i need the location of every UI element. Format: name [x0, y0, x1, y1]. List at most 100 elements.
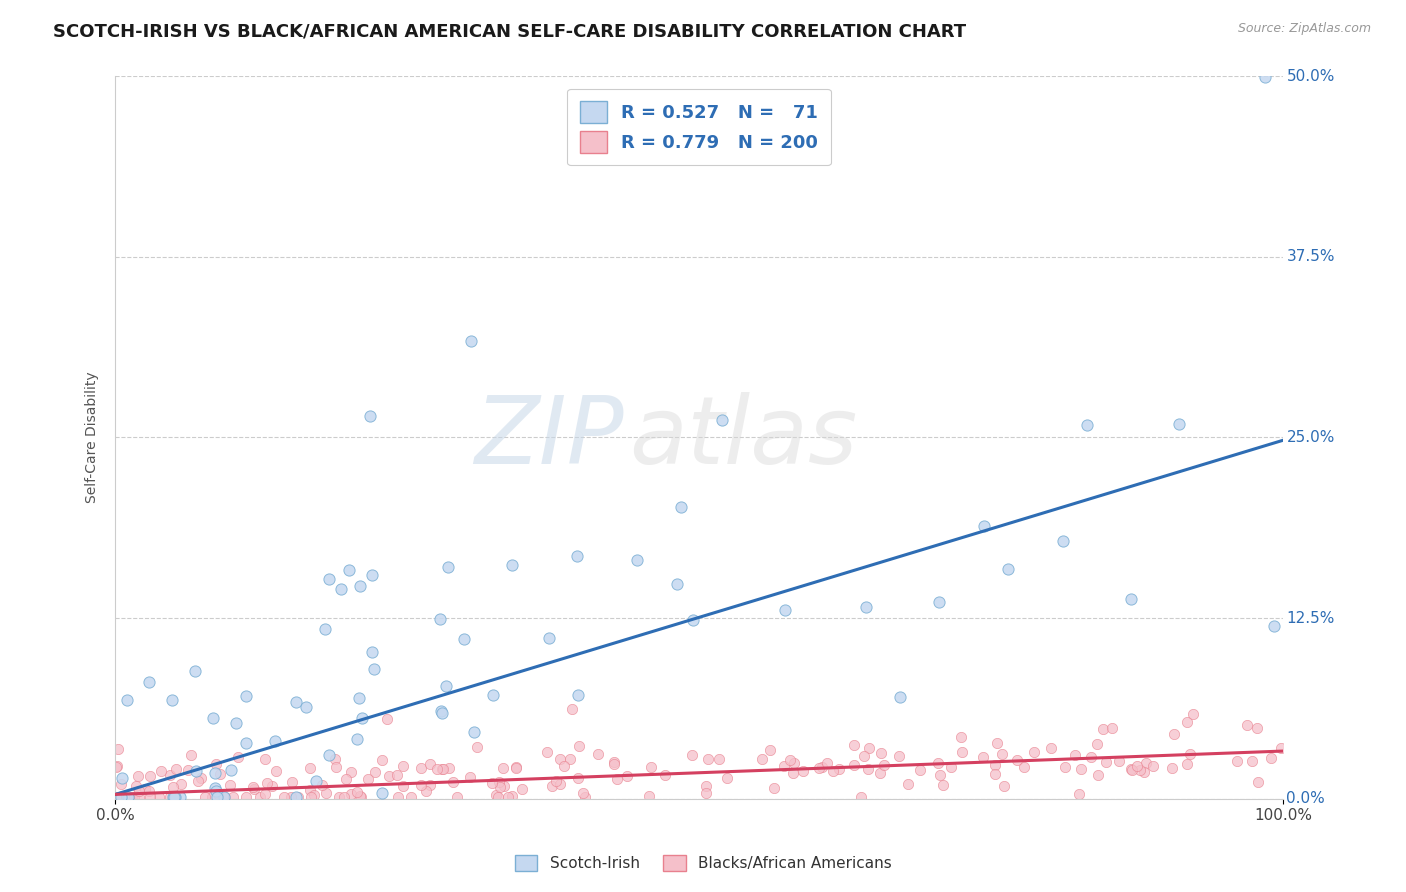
Text: atlas: atlas [628, 392, 858, 483]
Point [371, 753, 394, 767]
Point [512, 781, 534, 796]
Point [432, 763, 454, 777]
Point [1226, 755, 1249, 769]
Point [311, 778, 333, 792]
Point [492, 779, 515, 793]
Point [165, 762, 187, 776]
Point [163, 790, 186, 805]
Point [773, 602, 796, 616]
Point [363, 662, 385, 676]
Point [359, 409, 381, 423]
Point [318, 747, 340, 762]
Point [496, 790, 519, 805]
Point [149, 764, 172, 778]
Point [117, 790, 139, 805]
Point [242, 780, 264, 795]
Point [637, 789, 659, 803]
Point [792, 764, 814, 779]
Point [586, 747, 609, 761]
Point [176, 763, 198, 777]
Point [187, 773, 209, 788]
Point [546, 773, 568, 788]
Point [340, 764, 363, 779]
Point [207, 787, 229, 801]
Point [254, 787, 277, 801]
Point [567, 771, 589, 785]
Point [441, 775, 464, 789]
Point [465, 740, 488, 755]
Point [973, 519, 995, 533]
Point [361, 645, 384, 659]
Point [190, 771, 212, 785]
Point [318, 572, 340, 586]
Point [298, 761, 321, 775]
Point [665, 577, 688, 591]
Point [856, 762, 879, 776]
Point [810, 760, 832, 774]
Point [949, 730, 972, 744]
Point [337, 563, 360, 577]
Text: 50.0%: 50.0% [1286, 69, 1334, 84]
Point [844, 738, 866, 752]
Point [299, 790, 322, 805]
Point [1087, 768, 1109, 782]
Point [387, 789, 409, 804]
Point [375, 712, 398, 726]
Point [485, 788, 508, 802]
Point [853, 749, 876, 764]
Point [256, 776, 278, 790]
Point [162, 790, 184, 805]
Point [349, 579, 371, 593]
Point [204, 780, 226, 795]
Point [159, 790, 181, 805]
Text: 0.0%: 0.0% [1286, 791, 1326, 806]
Point [567, 688, 589, 702]
Point [287, 790, 309, 805]
Point [347, 690, 370, 705]
Point [751, 752, 773, 766]
Point [1121, 592, 1143, 607]
Point [162, 780, 184, 795]
Point [409, 778, 432, 792]
Point [159, 767, 181, 781]
Point [415, 784, 437, 798]
Point [314, 623, 336, 637]
Point [1236, 718, 1258, 732]
Point [128, 784, 150, 798]
Point [541, 779, 564, 793]
Point [1254, 70, 1277, 85]
Point [603, 757, 626, 772]
Point [889, 690, 911, 704]
Point [762, 781, 785, 796]
Point [939, 759, 962, 773]
Point [335, 772, 357, 786]
Point [254, 752, 277, 766]
Point [548, 752, 571, 766]
Point [828, 762, 851, 776]
Point [108, 790, 131, 805]
Point [505, 760, 527, 774]
Point [364, 764, 387, 779]
Point [568, 739, 591, 753]
Point [235, 736, 257, 750]
Point [758, 743, 780, 757]
Point [205, 790, 228, 805]
Point [328, 790, 350, 805]
Point [682, 613, 704, 627]
Point [711, 413, 734, 427]
Point [111, 771, 134, 785]
Point [626, 553, 648, 567]
Point [264, 734, 287, 748]
Point [110, 777, 132, 791]
Point [463, 725, 485, 739]
Point [378, 769, 401, 783]
Point [387, 768, 409, 782]
Point [122, 790, 145, 805]
Point [1012, 759, 1035, 773]
Point [927, 756, 949, 771]
Point [295, 699, 318, 714]
Point [897, 777, 920, 791]
Point [488, 775, 510, 789]
Point [1175, 714, 1198, 729]
Point [201, 790, 224, 805]
